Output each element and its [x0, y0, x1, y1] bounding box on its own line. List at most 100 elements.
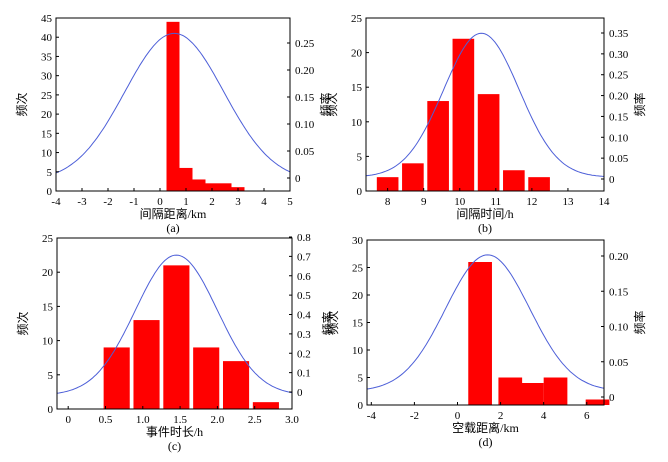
bar [193, 347, 220, 409]
y-right-tick-label: 0.20 [609, 251, 629, 263]
bar [427, 101, 449, 191]
y-left-tick-label: 20 [352, 290, 364, 302]
y-left-tick-label: 40 [41, 32, 53, 44]
y-left-tick-label: 25 [42, 233, 54, 245]
x-tick-label: 4 [261, 196, 267, 208]
y-right-axis-label: 频率 [318, 92, 333, 116]
bar [133, 320, 160, 409]
y-right-tick-label: 0.7 [297, 251, 311, 263]
y-left-tick-label: 20 [351, 48, 363, 60]
y-left-tick-label: 25 [352, 263, 364, 275]
y-left-tick-label: 10 [351, 117, 363, 129]
x-tick-label: 6 [584, 410, 590, 422]
x-axis-label: 空载距离/km [452, 420, 519, 435]
x-tick-label: -4 [367, 410, 377, 422]
y-right-tick-label: 0.25 [609, 70, 629, 82]
y-left-tick-label: 30 [352, 235, 364, 247]
chart-panel-1: -4 -3 -2 -1 0 1 2 3 4 505101520253035404500.050.1… [15, 13, 333, 235]
plot-frame [56, 237, 293, 410]
y-right-tick-label: 0.4 [297, 310, 311, 322]
fitted-curve [366, 254, 605, 390]
fitted-curve [365, 32, 605, 177]
y-right-tick-label: 0 [295, 173, 301, 185]
y-left-tick-label: 10 [42, 336, 54, 348]
y-left-axis-label: 频次 [16, 311, 30, 335]
x-tick-label: 0.5 [99, 414, 113, 426]
y-left-tick-label: 15 [42, 301, 54, 313]
x-tick-label: 2 [209, 196, 215, 208]
fitted-curve [56, 254, 293, 394]
x-tick-label: 3.0 [285, 414, 299, 426]
bar [376, 177, 399, 191]
y-right-tick-label: 0 [609, 392, 615, 404]
y-right-tick-label: 0.35 [609, 28, 629, 40]
bar [402, 163, 424, 191]
bar [179, 167, 193, 191]
y-left-tick-label: 5 [358, 373, 364, 385]
x-tick-label: 10 [454, 196, 466, 208]
y-left-tick-label: 0 [357, 186, 363, 198]
y-left-tick-label: 0 [358, 400, 364, 412]
x-tick-label: 0 [455, 410, 461, 422]
y-right-tick-label: 0.30 [609, 49, 629, 61]
y-right-tick-label: 0 [297, 387, 303, 399]
y-right-tick-label: 0.5 [297, 290, 311, 302]
bar [503, 170, 525, 191]
x-tick-label: 11 [491, 196, 502, 208]
y-left-axis-label: 频次 [325, 92, 339, 116]
y-left-tick-label: 20 [41, 109, 53, 121]
bar [222, 361, 250, 409]
chart-panel-3: 0 0.5 1.0 1.5 2.0 2.5 3.0 0 5 10 15 20 25 0 0.1 0.2 0.3 0… [16, 232, 335, 453]
y-left-tick-label: 25 [41, 90, 53, 102]
y-right-axis-label: 频率 [320, 311, 335, 335]
y-right-axis-label: 频率 [632, 92, 647, 116]
y-left-tick-label: 15 [41, 128, 53, 140]
x-tick-label: 4 [541, 410, 547, 422]
y-left-tick-label: 45 [41, 13, 53, 25]
bar [519, 383, 544, 405]
panel-caption: (a) [166, 221, 179, 235]
x-axis-label: 间隔距离/km [140, 206, 207, 221]
bar [528, 177, 550, 191]
y-right-tick-label: 0.10 [609, 132, 629, 144]
plot-frame [55, 17, 291, 192]
bar [192, 179, 206, 191]
y-left-tick-label: 30 [41, 71, 53, 83]
x-tick-label: 14 [599, 196, 611, 208]
y-left-axis-label: 频次 [326, 310, 340, 334]
y-left-axis-label: 频次 [15, 92, 29, 116]
bar [452, 38, 475, 192]
bar [103, 347, 130, 409]
x-tick-label: -2 [410, 410, 419, 422]
x-tick-label: 1.5 [173, 414, 187, 426]
y-left-tick-label: 5 [48, 370, 54, 382]
x-tick-label: 2 [498, 410, 504, 422]
x-tick-label: 13 [562, 196, 574, 208]
x-tick-label: -3 [77, 196, 87, 208]
y-right-tick-label: 0.6 [297, 271, 311, 283]
chart-panel-2: 8 9 10 11 12 13 14 0 5 10 15 20 25 0 0.05 0.10 0.15 0.20 0… [325, 13, 647, 235]
bar [468, 262, 492, 405]
y-right-tick-label: 0.05 [609, 357, 629, 369]
x-tick-label: 9 [421, 196, 427, 208]
y-left-tick-label: 10 [352, 345, 364, 357]
x-tick-label: 12 [526, 196, 537, 208]
x-tick-label: 5 [287, 196, 293, 208]
x-axis-label: 间隔时间/h [456, 207, 513, 221]
y-right-tick-label: 0.05 [295, 146, 315, 158]
bar [252, 402, 279, 409]
y-right-tick-label: 0.15 [295, 92, 315, 104]
y-left-tick-label: 5 [47, 167, 53, 179]
bar [205, 183, 219, 191]
x-tick-label: -1 [129, 196, 138, 208]
y-left-tick-label: 10 [41, 148, 53, 160]
plot-frame [365, 17, 605, 192]
chart-panel-4: -4 -2 0 2 4 6 0 5 10 15 20 25 30 0 0.05 0.10 0.15 0.20 频次 频… [326, 235, 647, 449]
x-tick-label: 1 [183, 196, 189, 208]
x-tick-label: 0 [65, 414, 71, 426]
y-right-tick-label: 0.15 [609, 286, 629, 298]
y-left-tick-label: 0 [47, 186, 53, 198]
y-right-tick-label: 0.25 [295, 38, 315, 50]
x-tick-label: 8 [385, 196, 391, 208]
